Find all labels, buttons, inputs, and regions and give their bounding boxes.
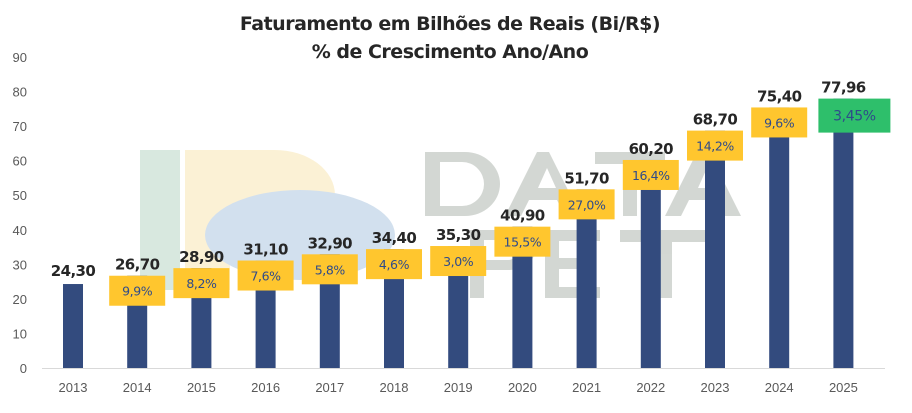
growth-label: 9,9%: [122, 284, 153, 299]
value-label: 26,70: [115, 256, 160, 274]
x-tick-label: 2021: [572, 380, 601, 395]
bar-2023: [705, 130, 725, 368]
chart-subtitle: % de Crescimento Ano/Ano: [312, 41, 589, 63]
growth-label: 16,4%: [632, 168, 670, 183]
growth-label: 8,2%: [186, 276, 217, 291]
growth-label: 27,0%: [568, 197, 606, 212]
chart-title: Faturamento em Bilhões de Reais (Bi/R$): [240, 13, 660, 35]
y-tick-label: 90: [13, 50, 27, 65]
growth-box: [751, 107, 808, 138]
growth-label: 3,0%: [443, 254, 474, 269]
growth-label: 9,6%: [764, 115, 795, 130]
y-tick-label: 40: [13, 223, 27, 238]
growth-label: 3,45%: [833, 109, 876, 125]
growth-box: [301, 254, 358, 285]
value-label: 24,30: [51, 262, 96, 280]
bar-2024: [769, 107, 790, 368]
value-label: 35,30: [436, 226, 481, 244]
x-tick-label: 2016: [251, 380, 280, 395]
growth-box: [687, 130, 743, 161]
y-tick-label: 30: [13, 257, 27, 272]
value-label: 51,70: [564, 169, 609, 187]
growth-box: [818, 98, 891, 133]
value-label: 28,90: [179, 248, 224, 266]
x-tick-label: 2022: [636, 380, 665, 395]
bar-2025: [833, 98, 854, 368]
x-tick-label: 2014: [123, 380, 152, 395]
y-tick-label: 60: [13, 154, 27, 169]
y-tick-label: 0: [20, 361, 27, 376]
growth-label: 14,2%: [696, 139, 734, 154]
growth-box: [173, 268, 230, 299]
x-tick-label: 2015: [187, 380, 216, 395]
y-tick-label: 20: [13, 292, 27, 307]
growth-box: [237, 260, 294, 291]
value-label: 31,10: [243, 241, 288, 259]
growth-box: [494, 226, 551, 257]
value-label: 40,90: [500, 207, 545, 225]
growth-box: [622, 159, 679, 190]
bar-2019: [448, 246, 469, 368]
x-tick-label: 2020: [508, 380, 537, 395]
value-label: 32,90: [308, 234, 353, 252]
value-label: 60,20: [629, 140, 674, 158]
x-tick-label: 2018: [380, 380, 409, 395]
y-tick-label: 80: [13, 85, 27, 100]
value-label: 34,40: [372, 229, 417, 247]
value-label: 77,96: [821, 79, 866, 97]
growth-label: 4,6%: [379, 257, 410, 272]
x-tick-label: 2024: [765, 380, 794, 395]
x-tick-label: 2017: [315, 380, 344, 395]
bar-2020: [512, 226, 533, 368]
growth-label: 5,8%: [315, 262, 346, 277]
value-label: 75,40: [757, 87, 802, 105]
x-tick-label: 2019: [444, 380, 473, 395]
y-tick-label: 10: [13, 326, 27, 341]
x-tick-label: 2013: [59, 380, 88, 395]
growth-label: 15,5%: [504, 235, 542, 250]
x-tick-label: 2023: [701, 380, 730, 395]
growth-box: [109, 275, 166, 306]
growth-box: [366, 249, 422, 280]
bar-2022: [640, 159, 661, 368]
x-tick-label: 2025: [829, 380, 858, 395]
growth-label: 7,6%: [251, 269, 282, 284]
bar-2013: [63, 284, 83, 368]
value-label: 68,70: [693, 111, 738, 129]
growth-box: [558, 189, 615, 220]
y-tick-label: 70: [13, 119, 27, 134]
y-tick-label: 50: [13, 188, 27, 203]
bar-2021: [576, 189, 597, 368]
growth-box: [430, 246, 487, 277]
